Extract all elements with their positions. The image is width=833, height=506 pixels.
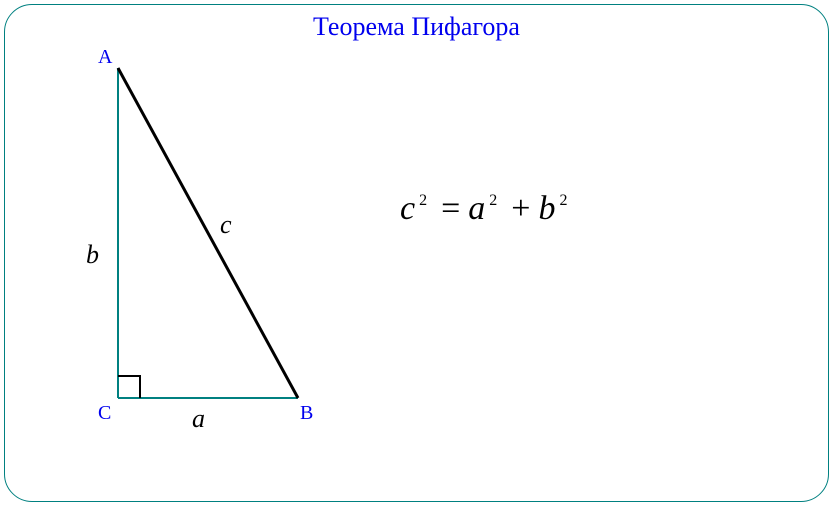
formula-c: c xyxy=(400,190,415,228)
formula-exp3: 2 xyxy=(559,192,567,210)
right-angle-marker xyxy=(118,376,140,398)
formula-plus: + xyxy=(511,190,530,228)
triangle-svg xyxy=(0,0,833,506)
side-c-line xyxy=(118,68,298,398)
formula-eq: = xyxy=(441,190,460,228)
side-label-c: c xyxy=(220,210,232,240)
pythagoras-formula: c 2 = a 2 + b 2 xyxy=(400,190,573,228)
formula-exp1: 2 xyxy=(419,192,427,210)
formula-exp2: 2 xyxy=(489,192,497,210)
vertex-label-b: B xyxy=(300,402,313,425)
side-label-a: a xyxy=(192,404,205,434)
vertex-label-c: C xyxy=(98,402,111,425)
side-label-b: b xyxy=(86,240,99,270)
formula-a: a xyxy=(468,190,485,228)
formula-b: b xyxy=(538,190,555,228)
vertex-label-a: A xyxy=(98,46,112,69)
